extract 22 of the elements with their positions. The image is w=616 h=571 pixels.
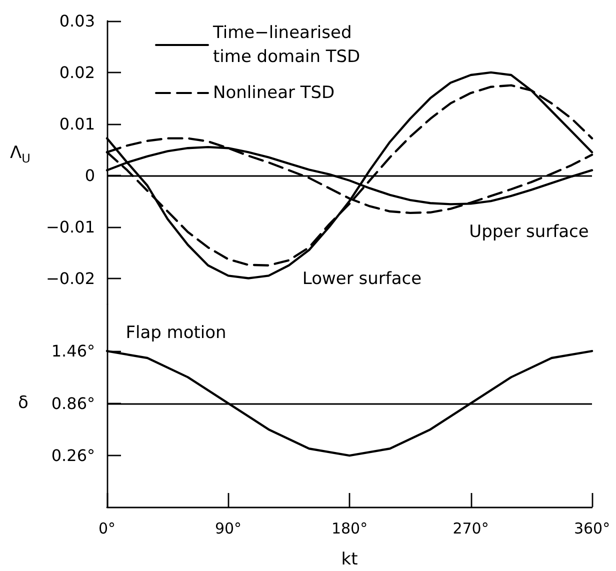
annotation: Flap motion	[126, 323, 226, 343]
y-tick-label: 0.01	[59, 114, 95, 134]
y-tick-label: 0.02	[59, 62, 95, 82]
y-tick-label: 0.86°	[51, 394, 95, 413]
y-tick-label: 0.03	[59, 12, 95, 30]
y-axis-title: δ	[18, 393, 28, 413]
x-tick-label: 270°	[452, 520, 489, 538]
x-tick-label: 360°	[574, 520, 610, 538]
y-tick-label: −0.02	[46, 268, 95, 288]
y-tick-label: 0	[84, 166, 95, 185]
x-tick-label: 90°	[214, 520, 242, 538]
y-axis-title: Λ$_{U}$	[10, 143, 30, 166]
y-tick-label: −0.01	[46, 217, 95, 236]
y-tick-label: 0.26°	[51, 446, 95, 466]
x-tick-label: 0°	[98, 520, 116, 538]
legend-label: Time−linearised time domain TSD	[212, 23, 360, 67]
annotation: Upper surface	[469, 222, 589, 242]
x-tick-label: 180°	[331, 520, 368, 538]
y-tick-label: 1.46°	[51, 342, 95, 361]
annotation: Lower surface	[302, 269, 422, 289]
legend-label: Nonlinear TSD	[213, 83, 335, 103]
x-axis-title: kt	[341, 550, 358, 570]
